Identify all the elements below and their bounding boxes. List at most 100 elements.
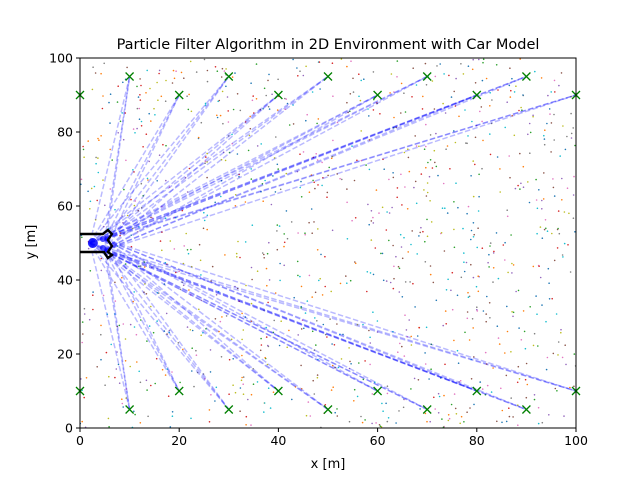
particle-point (204, 378, 206, 380)
particle-point (522, 94, 524, 96)
particle-point (89, 270, 92, 272)
particle-point (81, 236, 83, 239)
particle-point (165, 79, 167, 82)
particle-point (418, 326, 421, 329)
particle-point (140, 120, 143, 123)
particle-point (463, 421, 465, 423)
car-wheel (99, 236, 106, 242)
particle-point (241, 354, 243, 357)
particle-point (152, 331, 155, 334)
particle-point (242, 376, 245, 378)
particle-point (107, 417, 110, 420)
particle-point (376, 331, 379, 333)
particle-point (381, 206, 384, 209)
particle-point (265, 336, 268, 338)
particle-point (451, 308, 454, 311)
particle-point (535, 178, 537, 181)
sensor-ray (104, 94, 279, 240)
particle-point (211, 265, 214, 268)
particle-point (149, 87, 151, 90)
particle-point (410, 335, 413, 338)
sensor-ray (104, 76, 230, 251)
particle-point (133, 326, 136, 328)
particle-point (400, 246, 403, 248)
particle-point (541, 199, 543, 202)
particle-point (157, 292, 160, 294)
particle-point (347, 111, 349, 114)
particle-point (249, 115, 251, 118)
particle-point (364, 419, 366, 421)
particle-point (336, 173, 339, 175)
particle-point (205, 156, 207, 158)
particle-point (129, 323, 132, 326)
particle-point (553, 259, 556, 262)
particle-point (400, 173, 402, 176)
landmarks (75, 72, 581, 414)
particle-point (356, 323, 359, 326)
particle-point (454, 105, 457, 107)
particle-point (481, 247, 484, 249)
particle-point (321, 184, 323, 187)
sensor-ray (104, 76, 131, 251)
particle-point (300, 364, 302, 367)
particle-point (116, 325, 118, 328)
particle-point (574, 231, 576, 233)
particle-point (552, 178, 554, 180)
particle-point (191, 347, 193, 350)
particle-point (465, 142, 467, 144)
particle-point (527, 181, 529, 183)
particle-point (401, 345, 403, 348)
particle-point (356, 159, 358, 162)
particle-point (458, 381, 461, 383)
particle-point (550, 122, 553, 124)
particle-point (296, 67, 298, 69)
particle-point (206, 228, 208, 231)
particle-point (393, 277, 395, 280)
particle-point (148, 325, 151, 327)
particle-point (388, 212, 391, 214)
particle-point (546, 356, 549, 359)
particle-point (556, 247, 559, 249)
particle-point (543, 143, 546, 146)
particle-point (561, 356, 564, 359)
particle-point (313, 221, 315, 223)
particle-point (221, 67, 224, 70)
particle-point (316, 376, 319, 379)
particle-point (445, 289, 448, 291)
particle-point (171, 82, 174, 84)
particle-point (117, 132, 119, 134)
particle-point (156, 81, 158, 84)
particle-point (294, 386, 297, 388)
particle-point (228, 151, 231, 154)
particle-point (346, 65, 348, 68)
particle-point (553, 113, 555, 116)
particle-point (216, 114, 218, 117)
particle-point (148, 160, 150, 163)
particle-point (360, 79, 363, 82)
particle-point (114, 281, 116, 284)
particle-point (360, 415, 362, 418)
particle-point (286, 237, 289, 240)
particle-point (356, 395, 359, 398)
particle-point (251, 224, 254, 226)
particle-point (261, 183, 264, 185)
particle-point (225, 68, 227, 70)
particle-point (488, 266, 490, 268)
particle-point (336, 323, 338, 325)
particle-point (378, 212, 380, 214)
particle-point (140, 182, 143, 185)
particle-point (108, 101, 110, 104)
particle-point (570, 132, 573, 135)
particle-point (529, 152, 531, 154)
particle-point (401, 296, 404, 298)
particle-point (249, 127, 252, 130)
particle-point (566, 187, 569, 189)
particle-point (109, 188, 112, 190)
particle-point (199, 259, 202, 262)
particle-point (476, 306, 478, 309)
particle-point (446, 145, 449, 147)
particle-point (517, 184, 519, 187)
particle-point (514, 187, 517, 190)
particle-point (500, 387, 502, 390)
particle-point (300, 305, 303, 308)
